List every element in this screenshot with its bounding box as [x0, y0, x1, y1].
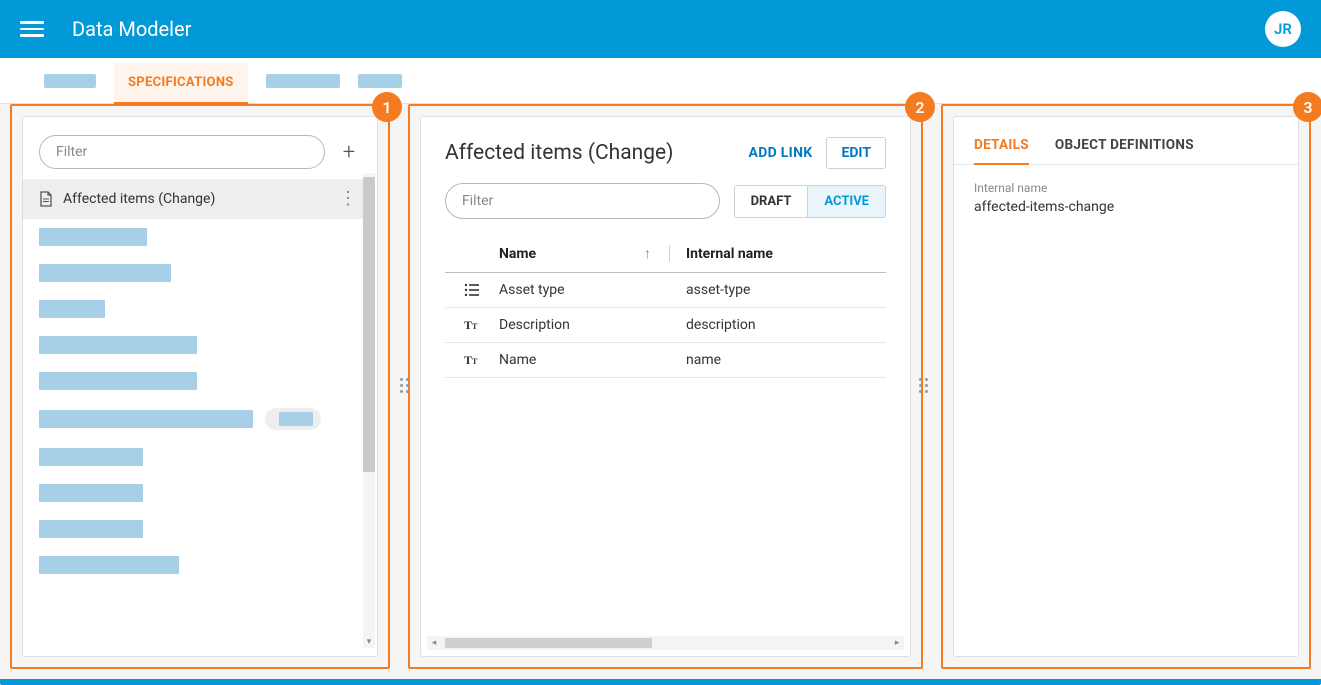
annotation-badge-1: 1: [372, 92, 402, 122]
text-type-icon: TT: [464, 352, 480, 368]
table-row[interactable]: TT Description description: [445, 308, 886, 343]
svg-text:T: T: [464, 318, 472, 332]
list-item-selected[interactable]: Affected items (Change) ⋮: [23, 179, 373, 219]
attributes-filter-input[interactable]: Filter: [445, 183, 720, 219]
badge: [265, 408, 321, 430]
svg-text:T: T: [464, 353, 472, 367]
attributes-table: Name ↑ Internal name Asset type asset-typ…: [445, 235, 886, 378]
annotation-badge-3: 3: [1293, 92, 1321, 122]
specifications-list-card: Filter + Affected items (Change) ⋮ ▾: [22, 116, 378, 657]
cell-name: Description: [499, 317, 669, 333]
cell-name: Name: [499, 352, 669, 368]
tab-specifications[interactable]: SPECIFICATIONS: [114, 63, 248, 104]
resize-handle-left[interactable]: [400, 378, 412, 396]
specification-detail-card: Affected items (Change) ADD LINK EDIT Fi…: [420, 116, 911, 657]
list-item[interactable]: [23, 439, 373, 475]
content-area: 1 Filter + Affected items (Change)⋮ ▾ 2: [10, 104, 1311, 669]
table-header: Name ↑ Internal name: [445, 235, 886, 273]
list-item[interactable]: [23, 547, 373, 583]
panel-1: 1 Filter + Affected items (Change)⋮ ▾: [10, 104, 390, 669]
cell-internal-name: asset-type: [686, 282, 886, 298]
tab-placeholder[interactable]: [44, 74, 96, 88]
list-item[interactable]: [23, 255, 373, 291]
list-item[interactable]: [23, 511, 373, 547]
tab-placeholder[interactable]: [358, 74, 402, 88]
user-avatar[interactable]: JR: [1265, 11, 1301, 47]
cell-internal-name: name: [686, 352, 886, 368]
tab-placeholder[interactable]: [266, 74, 340, 88]
app-title: Data Modeler: [72, 17, 191, 41]
filter-input[interactable]: Filter: [39, 135, 325, 169]
filter-placeholder-text: Filter: [56, 144, 87, 160]
segment-active[interactable]: ACTIVE: [807, 186, 885, 217]
hamburger-menu-icon[interactable]: [20, 17, 44, 41]
filter-placeholder-text: Filter: [462, 193, 493, 209]
cell-internal-name: description: [686, 317, 886, 333]
properties-card: DETAILS OBJECT DEFINITIONS Internal name…: [953, 116, 1299, 657]
app-header: Data Modeler JR: [0, 0, 1321, 58]
panel-3: 3 DETAILS OBJECT DEFINITIONS Internal na…: [941, 104, 1311, 669]
list-item[interactable]: [23, 219, 373, 255]
annotation-badge-2: 2: [905, 92, 935, 122]
list-item[interactable]: [23, 327, 373, 363]
svg-text:T: T: [472, 357, 478, 366]
column-internal-name[interactable]: Internal name: [686, 246, 886, 262]
table-row[interactable]: Asset type asset-type: [445, 273, 886, 308]
tab-details[interactable]: DETAILS: [974, 137, 1029, 165]
resize-handle-right[interactable]: [919, 378, 931, 396]
segment-draft[interactable]: DRAFT: [735, 186, 808, 217]
properties-tabs: DETAILS OBJECT DEFINITIONS: [954, 117, 1298, 165]
document-icon: [39, 191, 53, 207]
text-type-icon: TT: [464, 317, 480, 333]
list-item[interactable]: [23, 475, 373, 511]
specifications-list: Affected items (Change) ⋮: [23, 179, 377, 656]
table-row[interactable]: TT Name name: [445, 343, 886, 378]
status-segmented-control: DRAFT ACTIVE: [734, 185, 886, 218]
horizontal-scrollbar[interactable]: ◂ ▸: [427, 636, 904, 650]
column-name[interactable]: Name: [499, 246, 536, 262]
footer-bar: [0, 679, 1321, 685]
sort-ascending-icon[interactable]: ↑: [644, 245, 651, 262]
vertical-scrollbar[interactable]: ▾: [363, 173, 375, 648]
internal-name-label: Internal name: [974, 181, 1278, 195]
list-item[interactable]: [23, 363, 373, 399]
tab-object-definitions[interactable]: OBJECT DEFINITIONS: [1055, 137, 1194, 164]
top-tabs: SPECIFICATIONS: [0, 58, 1321, 104]
add-icon[interactable]: +: [337, 140, 361, 165]
internal-name-value: affected-items-change: [974, 199, 1278, 215]
kebab-menu-icon[interactable]: ⋮: [339, 190, 357, 208]
list-item[interactable]: [23, 291, 373, 327]
list-item-label: Affected items (Change): [63, 191, 215, 207]
svg-text:T: T: [472, 322, 478, 331]
list-item[interactable]: [23, 399, 373, 439]
panel-title: Affected items (Change): [445, 141, 674, 165]
list-type-icon: [464, 282, 480, 298]
cell-name: Asset type: [499, 282, 669, 298]
add-link-button[interactable]: ADD LINK: [749, 145, 813, 161]
panel-2: 2 Affected items (Change) ADD LINK EDIT …: [408, 104, 923, 669]
edit-button[interactable]: EDIT: [826, 137, 886, 169]
